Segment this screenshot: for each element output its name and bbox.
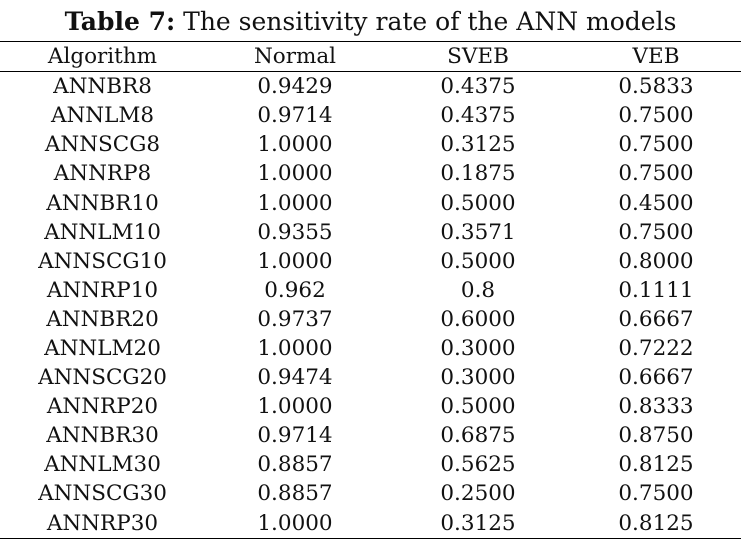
- veb-cell: 0.7500: [618, 103, 694, 129]
- normal-cell: 0.962: [264, 277, 326, 303]
- sensitivity-table: Algorithm Normal SVEB VEB ANNBR8 0.9429 0.…: [0, 41, 741, 539]
- veb-cell: 0.5833: [618, 74, 694, 100]
- veb-cell: 0.6667: [618, 306, 694, 332]
- sveb-cell: 0.3125: [440, 510, 516, 536]
- sveb-cell: 0.6875: [440, 423, 516, 449]
- table-row: ANNRP30 1.0000 0.3125 0.8125: [0, 509, 741, 539]
- sveb-cell: 0.1875: [440, 161, 516, 187]
- normal-cell: 0.9355: [257, 219, 333, 245]
- sveb-cell: 0.8: [460, 277, 496, 303]
- table-caption: Table 7: The sensitivity rate of the ANN…: [0, 6, 741, 38]
- normal-cell: 0.9714: [257, 423, 333, 449]
- sveb-cell: 0.4375: [440, 103, 516, 129]
- normal-cell: 1.0000: [257, 248, 333, 274]
- sveb-cell: 0.3000: [440, 335, 516, 361]
- table-row: ANNSCG20 0.9474 0.3000 0.6667: [0, 363, 741, 392]
- normal-cell: 0.8857: [257, 452, 333, 478]
- normal-cell: 1.0000: [257, 190, 333, 216]
- normal-cell: 1.0000: [257, 132, 333, 158]
- normal-cell: 1.0000: [257, 394, 333, 420]
- algorithm-cell: ANNRP20: [46, 394, 159, 420]
- table-row: ANNLM30 0.8857 0.5625 0.8125: [0, 450, 741, 479]
- normal-cell: 0.9474: [257, 365, 333, 391]
- table-body: ANNBR8 0.9429 0.4375 0.5833 ANNLM8 0.9714 0.43…: [0, 72, 741, 539]
- header-algorithm: Algorithm: [47, 44, 158, 70]
- table-caption-text: The sensitivity rate of the ANN models: [175, 7, 677, 36]
- table-row: ANNLM8 0.9714 0.4375 0.7500: [0, 101, 741, 130]
- sveb-cell: 0.5000: [440, 248, 516, 274]
- algorithm-cell: ANNSCG30: [38, 481, 167, 507]
- algorithm-cell: ANNBR10: [46, 190, 159, 216]
- table-header-row: Algorithm Normal SVEB VEB: [0, 41, 741, 72]
- algorithm-cell: ANNSCG20: [38, 365, 167, 391]
- algorithm-cell: ANNLM8: [50, 103, 155, 129]
- header-veb: VEB: [632, 44, 680, 70]
- table-row: ANNLM10 0.9355 0.3571 0.7500: [0, 218, 741, 247]
- sveb-cell: 0.6000: [440, 306, 516, 332]
- table-row: ANNSCG8 1.0000 0.3125 0.7500: [0, 130, 741, 159]
- veb-cell: 0.7500: [618, 132, 694, 158]
- veb-cell: 0.7222: [618, 335, 694, 361]
- veb-cell: 0.8125: [618, 452, 694, 478]
- sveb-cell: 0.5000: [440, 190, 516, 216]
- algorithm-cell: ANNBR20: [46, 306, 159, 332]
- veb-cell: 0.8750: [618, 423, 694, 449]
- table-row: ANNBR8 0.9429 0.4375 0.5833: [0, 72, 741, 102]
- normal-cell: 0.9737: [257, 306, 333, 332]
- sveb-cell: 0.2500: [440, 481, 516, 507]
- normal-cell: 1.0000: [257, 510, 333, 536]
- algorithm-cell: ANNBR30: [46, 423, 159, 449]
- header-sveb: SVEB: [447, 44, 509, 70]
- normal-cell: 1.0000: [257, 335, 333, 361]
- normal-cell: 1.0000: [257, 161, 333, 187]
- algorithm-cell: ANNRP8: [53, 161, 152, 187]
- algorithm-cell: ANNSCG8: [44, 132, 161, 158]
- algorithm-cell: ANNLM10: [44, 219, 161, 245]
- veb-cell: 0.7500: [618, 219, 694, 245]
- table-row: ANNRP10 0.962 0.8 0.1111: [0, 276, 741, 305]
- algorithm-cell: ANNRP30: [46, 510, 159, 536]
- veb-cell: 0.7500: [618, 161, 694, 187]
- veb-cell: 0.4500: [618, 190, 694, 216]
- table-caption-label: Table 7:: [64, 7, 176, 36]
- sveb-cell: 0.5625: [440, 452, 516, 478]
- veb-cell: 0.1111: [618, 277, 694, 303]
- algorithm-cell: ANNRP10: [46, 277, 159, 303]
- table-row: ANNRP8 1.0000 0.1875 0.7500: [0, 159, 741, 188]
- sveb-cell: 0.4375: [440, 74, 516, 100]
- table-row: ANNBR20 0.9737 0.6000 0.6667: [0, 305, 741, 334]
- algorithm-cell: ANNLM30: [44, 452, 161, 478]
- sveb-cell: 0.5000: [440, 394, 516, 420]
- algorithm-cell: ANNBR8: [53, 74, 152, 100]
- sveb-cell: 0.3000: [440, 365, 516, 391]
- header-normal: Normal: [253, 44, 337, 70]
- table-row: ANNBR10 1.0000 0.5000 0.4500: [0, 188, 741, 217]
- sveb-cell: 0.3571: [440, 219, 516, 245]
- veb-cell: 0.7500: [618, 481, 694, 507]
- veb-cell: 0.8000: [618, 248, 694, 274]
- veb-cell: 0.6667: [618, 365, 694, 391]
- normal-cell: 0.9714: [257, 103, 333, 129]
- algorithm-cell: ANNSCG10: [38, 248, 167, 274]
- sveb-cell: 0.3125: [440, 132, 516, 158]
- table-row: ANNSCG30 0.8857 0.2500 0.7500: [0, 479, 741, 508]
- table-row: ANNRP20 1.0000 0.5000 0.8333: [0, 392, 741, 421]
- normal-cell: 0.9429: [257, 74, 333, 100]
- table-row: ANNLM20 1.0000 0.3000 0.7222: [0, 334, 741, 363]
- veb-cell: 0.8125: [618, 510, 694, 536]
- veb-cell: 0.8333: [618, 394, 694, 420]
- algorithm-cell: ANNLM20: [44, 335, 161, 361]
- normal-cell: 0.8857: [257, 481, 333, 507]
- table-row: ANNBR30 0.9714 0.6875 0.8750: [0, 421, 741, 450]
- table-row: ANNSCG10 1.0000 0.5000 0.8000: [0, 247, 741, 276]
